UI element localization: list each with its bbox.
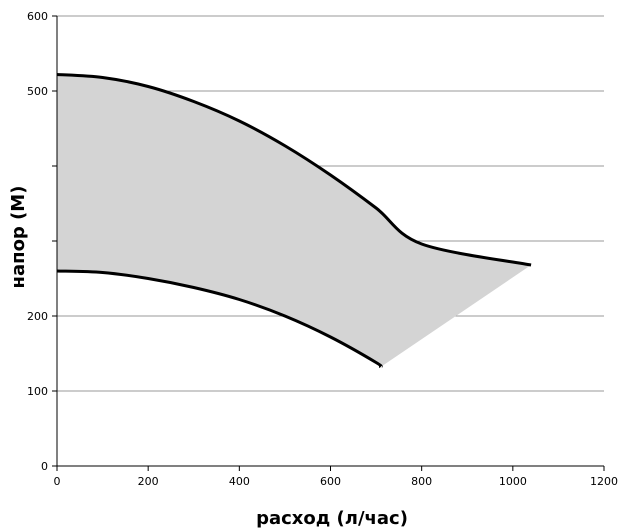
x-tick-label: 600 [320, 475, 341, 488]
y-tick-labels: 0 100 200 500 600 [27, 10, 48, 473]
x-axis-title: расход (л/час) [256, 508, 408, 529]
y-axis-title: напор (М) [8, 186, 29, 289]
y-tick-label: 600 [27, 10, 48, 23]
lower-curve [56, 269, 383, 369]
x-tick-label: 200 [138, 475, 159, 488]
x-tick-label: 1000 [499, 475, 527, 488]
operating-range-area [57, 74, 532, 367]
x-tick-label: 400 [229, 475, 250, 488]
upper-curve [56, 73, 532, 267]
y-tick-label: 0 [41, 460, 48, 473]
x-tick-labels: 0 200 400 600 800 1000 1200 [54, 475, 619, 488]
y-tick-label: 500 [27, 85, 48, 98]
y-tick-label: 200 [27, 310, 48, 323]
x-tick-label: 800 [411, 475, 432, 488]
axes [52, 15, 605, 471]
y-tick-label: 100 [27, 385, 48, 398]
x-tick-label: 0 [54, 475, 61, 488]
x-tick-label: 1200 [590, 475, 618, 488]
